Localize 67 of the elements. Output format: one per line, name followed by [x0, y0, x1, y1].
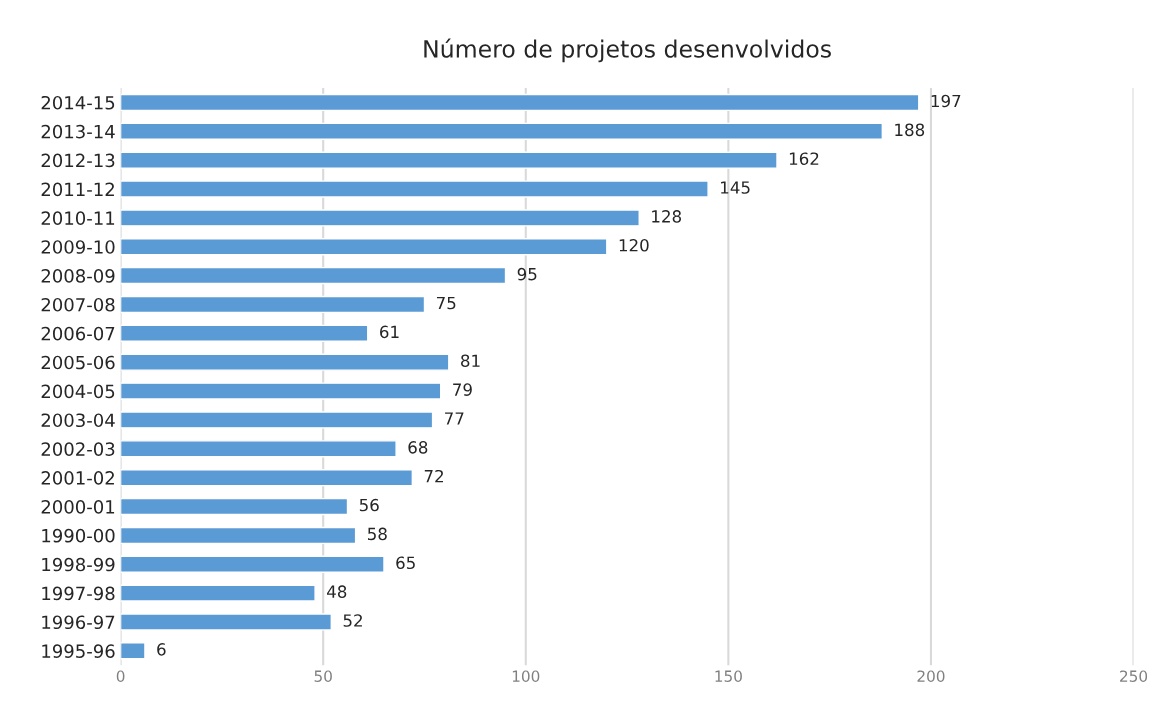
data-label: 77	[445, 412, 464, 425]
bar	[120, 555, 385, 573]
data-label: 65	[396, 556, 415, 570]
x-tick-label: 150	[715, 670, 742, 682]
bar	[120, 382, 442, 400]
data-label: 75	[436, 296, 456, 310]
y-tick-label: 2013-14	[41, 124, 115, 139]
bar	[120, 440, 397, 458]
y-tick-label: 2006-07	[41, 326, 115, 341]
bar	[120, 497, 349, 516]
y-tick-label: 1995-96	[42, 644, 115, 658]
x-tick-label: 0	[116, 670, 125, 682]
x-tick-label: 200	[917, 670, 945, 682]
x-tick-label: 50	[314, 670, 332, 682]
y-tick-label: 2001-02	[41, 471, 114, 485]
bar	[120, 266, 507, 285]
y-tick-label: 1990-00	[42, 528, 115, 543]
y-tick-label: 2012-13	[41, 153, 115, 168]
data-label: 6	[157, 643, 166, 656]
bar	[120, 613, 332, 631]
data-label: 197	[931, 94, 961, 108]
y-tick-label: 2008-09	[41, 269, 115, 283]
y-tick-label: 1996-97	[42, 615, 115, 630]
bar	[120, 180, 709, 198]
y-tick-label: 2011-12	[41, 182, 114, 197]
y-tick-label: 2007-08	[41, 297, 115, 312]
data-label: 48	[327, 585, 347, 598]
data-label: 145	[721, 181, 750, 194]
bar	[120, 295, 426, 314]
data-label: 58	[368, 527, 387, 541]
x-tick-label: 100	[512, 670, 540, 682]
bar	[120, 324, 369, 342]
data-label: 79	[453, 383, 472, 396]
bar	[120, 151, 778, 169]
data-label: 128	[652, 210, 682, 223]
bar	[120, 93, 920, 112]
bar	[120, 469, 414, 487]
chart-title: Número de projetos desenvolvidos	[424, 38, 831, 63]
y-tick-label: 2014-15	[41, 95, 115, 110]
data-label: 52	[343, 614, 362, 627]
bar	[120, 209, 640, 227]
y-tick-label: 2009-10	[41, 240, 115, 254]
bar	[120, 526, 357, 545]
y-tick-label: 2010-11	[41, 211, 115, 225]
data-label: 95	[517, 267, 537, 281]
data-label: 162	[789, 152, 819, 165]
y-tick-label: 2000-01	[41, 499, 115, 514]
bar	[120, 353, 450, 371]
bar	[120, 642, 146, 660]
bar	[120, 411, 434, 429]
y-tick-label: 1997-98	[42, 586, 115, 601]
bar	[120, 584, 316, 602]
data-label: 72	[424, 469, 443, 483]
data-label: 188	[895, 123, 925, 137]
data-label: 56	[359, 498, 379, 512]
y-tick-label: 2002-03	[41, 442, 115, 456]
y-tick-label: 2004-05	[41, 384, 115, 399]
data-label: 120	[619, 238, 649, 252]
bar	[120, 238, 608, 256]
bar	[120, 122, 884, 140]
y-tick-label: 2003-04	[41, 413, 115, 428]
y-tick-label: 2005-06	[41, 355, 115, 370]
data-label: 68	[408, 441, 428, 454]
data-label: 61	[380, 325, 399, 339]
y-tick-label: 1998-99	[42, 557, 115, 572]
x-tick-label: 250	[1120, 670, 1148, 682]
data-label: 81	[461, 354, 480, 368]
